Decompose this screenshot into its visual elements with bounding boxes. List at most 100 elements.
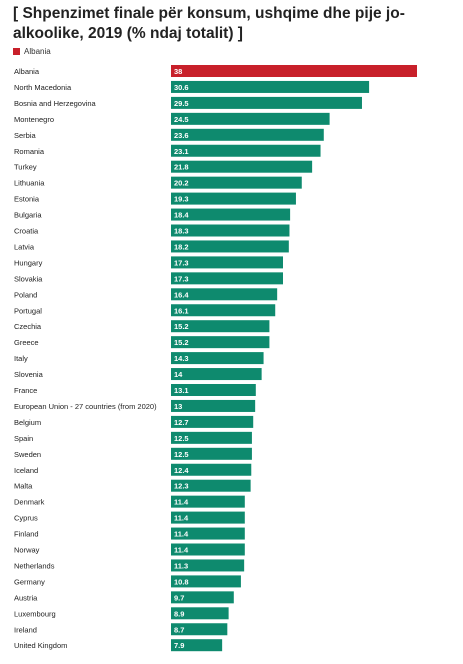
bar-slovenia	[171, 368, 262, 381]
bar-denmark	[171, 495, 245, 508]
bar-germany	[171, 575, 241, 588]
chart-title: [ Shpenzimet finale për konsum, ushqime …	[13, 5, 405, 42]
value-label-hungary: 17.3	[174, 258, 189, 267]
bar-turkey	[171, 160, 313, 173]
value-label-bosnia-and-herzegovina: 29.5	[174, 99, 189, 108]
value-label-germany: 10.8	[174, 577, 189, 586]
category-label-finland: Finland	[14, 530, 39, 539]
bar-serbia	[171, 128, 324, 141]
category-label-greece: Greece	[14, 338, 39, 347]
value-label-austria: 9.7	[174, 593, 184, 602]
category-label-netherlands: Netherlands	[14, 561, 55, 570]
value-label-latvia: 18.2	[174, 242, 189, 251]
bar-luxembourg	[171, 607, 229, 620]
value-label-european-union-27-countries-from-2020: 13	[174, 402, 182, 411]
bar-austria	[171, 591, 234, 604]
bar-bosnia-and-herzegovina	[171, 96, 362, 109]
category-label-iceland: Iceland	[14, 466, 38, 475]
bar-netherlands	[171, 559, 245, 572]
value-label-iceland: 12.4	[174, 466, 189, 475]
value-label-slovakia: 17.3	[174, 274, 189, 283]
bar-united-kingdom	[171, 639, 223, 652]
value-label-portugal: 16.1	[174, 306, 189, 315]
value-label-slovenia: 14	[174, 370, 183, 379]
value-label-france: 13.1	[174, 386, 189, 395]
value-label-greece: 15.2	[174, 338, 189, 347]
category-label-cyprus: Cyprus	[14, 514, 38, 523]
bar-belgium	[171, 415, 254, 428]
category-label-italy: Italy	[14, 354, 28, 363]
value-label-bulgaria: 18.4	[174, 211, 189, 220]
bar-bulgaria	[171, 208, 291, 221]
value-label-finland: 11.4	[174, 530, 189, 539]
value-label-north-macedonia: 30.6	[174, 83, 189, 92]
category-label-spain: Spain	[14, 434, 33, 443]
bar-portugal	[171, 304, 276, 317]
bar-spain	[171, 431, 252, 444]
category-label-luxembourg: Luxembourg	[14, 609, 56, 618]
category-label-estonia: Estonia	[14, 195, 40, 204]
category-label-austria: Austria	[14, 593, 38, 602]
category-label-bulgaria: Bulgaria	[14, 211, 42, 220]
value-label-norway: 11.4	[174, 546, 189, 555]
bar-romania	[171, 144, 321, 157]
value-label-denmark: 11.4	[174, 498, 189, 507]
value-label-sweden: 12.5	[174, 450, 189, 459]
category-label-european-union-27-countries-from-2020: European Union - 27 countries (from 2020…	[14, 402, 157, 411]
value-label-malta: 12.3	[174, 482, 189, 491]
bar-cyprus	[171, 511, 245, 524]
value-label-netherlands: 11.3	[174, 561, 188, 570]
bar-ireland	[171, 623, 228, 636]
category-label-denmark: Denmark	[14, 498, 45, 507]
bar-estonia	[171, 192, 296, 205]
category-label-portugal: Portugal	[14, 306, 42, 315]
bar-poland	[171, 288, 278, 301]
category-label-turkey: Turkey	[14, 163, 37, 172]
bar-north-macedonia	[171, 80, 370, 93]
category-label-hungary: Hungary	[14, 258, 43, 267]
category-label-north-macedonia: North Macedonia	[14, 83, 72, 92]
category-label-belgium: Belgium	[14, 418, 41, 427]
category-label-germany: Germany	[14, 577, 45, 586]
bar-france	[171, 384, 256, 396]
value-label-spain: 12.5	[174, 434, 189, 443]
value-label-poland: 16.4	[174, 290, 189, 299]
category-label-norway: Norway	[14, 546, 40, 555]
category-label-bosnia-and-herzegovina: Bosnia and Herzegovina	[14, 99, 97, 108]
bar-european-union-27-countries-from-2020	[171, 399, 256, 412]
category-label-lithuania: Lithuania	[14, 179, 45, 188]
bar-slovakia	[171, 272, 283, 285]
bar-italy	[171, 352, 264, 365]
value-label-luxembourg: 8.9	[174, 609, 184, 618]
value-label-romania: 23.1	[174, 147, 189, 156]
category-label-latvia: Latvia	[14, 242, 35, 251]
category-label-romania: Romania	[14, 147, 45, 156]
category-label-albania: Albania	[14, 67, 40, 76]
value-label-turkey: 21.8	[174, 163, 189, 172]
bar-hungary	[171, 256, 283, 269]
category-label-serbia: Serbia	[14, 131, 37, 140]
bar-sweden	[171, 447, 252, 460]
legend-label-albania: Albania	[24, 46, 51, 56]
bar-lithuania	[171, 176, 302, 189]
bar-latvia	[171, 240, 289, 253]
value-label-croatia: 18.3	[174, 227, 189, 236]
category-label-czechia: Czechia	[14, 322, 42, 331]
bar-greece	[171, 336, 270, 349]
bar-albania	[171, 65, 417, 77]
value-label-lithuania: 20.2	[174, 179, 189, 188]
chart-legend: Albania	[13, 46, 51, 56]
value-label-ireland: 8.7	[174, 625, 184, 634]
category-label-slovenia: Slovenia	[14, 370, 44, 379]
category-label-ireland: Ireland	[14, 625, 37, 634]
category-label-malta: Malta	[14, 482, 33, 491]
value-label-estonia: 19.3	[174, 195, 189, 204]
category-label-montenegro: Montenegro	[14, 115, 54, 124]
value-label-serbia: 23.6	[174, 131, 189, 140]
value-label-cyprus: 11.4	[174, 514, 189, 523]
category-label-united-kingdom: United Kingdom	[14, 641, 67, 650]
value-label-italy: 14.3	[174, 354, 189, 363]
value-label-albania: 38	[174, 67, 182, 76]
value-label-united-kingdom: 7.9	[174, 641, 184, 650]
